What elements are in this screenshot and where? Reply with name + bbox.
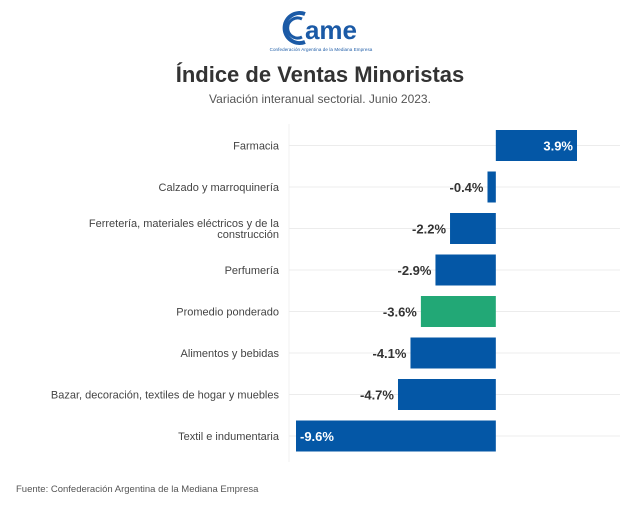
bar-highlight [420, 296, 496, 327]
category-label: Perfumería [225, 265, 280, 277]
category-label: construcción [217, 229, 279, 241]
came-logo: ame Confederación Argentina de la Median… [258, 8, 384, 60]
chart-title: Índice de Ventas Minoristas [175, 62, 465, 87]
bar [296, 420, 496, 452]
category-label: Bazar, decoración, textiles de hogar y m… [51, 390, 280, 402]
value-label: -2.2% [412, 222, 446, 237]
bar [435, 254, 496, 286]
value-label: -9.6% [300, 429, 334, 444]
category-label: Textil e indumentaria [178, 431, 280, 443]
value-label: -4.1% [373, 346, 407, 361]
chart-subtitle: Variación interanual sectorial. Junio 20… [209, 92, 431, 106]
bar [450, 213, 496, 244]
logo-tagline: Confederación Argentina de la Mediana Em… [269, 47, 373, 52]
category-label: Calzado y marroquinería [159, 182, 280, 194]
bar [487, 171, 496, 203]
category-label: Farmacia [233, 141, 280, 153]
bar [397, 379, 496, 410]
source-note: Fuente: Confederación Argentina de la Me… [16, 484, 259, 495]
value-label: -0.4% [450, 180, 484, 195]
category-labels: Farmacia Calzado y marroquinería Ferreterí… [51, 141, 280, 444]
value-label: -2.9% [397, 263, 431, 278]
category-label: Promedio ponderado [176, 307, 279, 319]
value-label: -3.6% [383, 305, 417, 320]
bars [296, 130, 577, 452]
category-label: Alimentos y bebidas [181, 348, 280, 360]
bar [410, 337, 496, 369]
category-label: Ferretería, materiales eléctricos y de l… [89, 218, 280, 230]
bar [495, 130, 577, 161]
value-labels: 3.9% -0.4% -2.2% -2.9% -3.6% -4.1% -4.7% -9.6% [300, 139, 573, 445]
value-label: 3.9% [543, 139, 573, 154]
came-logo-mark-icon: ame [282, 11, 357, 45]
logo-text: ame [305, 15, 357, 45]
value-label: -4.7% [360, 388, 394, 403]
gridlines [288, 124, 620, 462]
